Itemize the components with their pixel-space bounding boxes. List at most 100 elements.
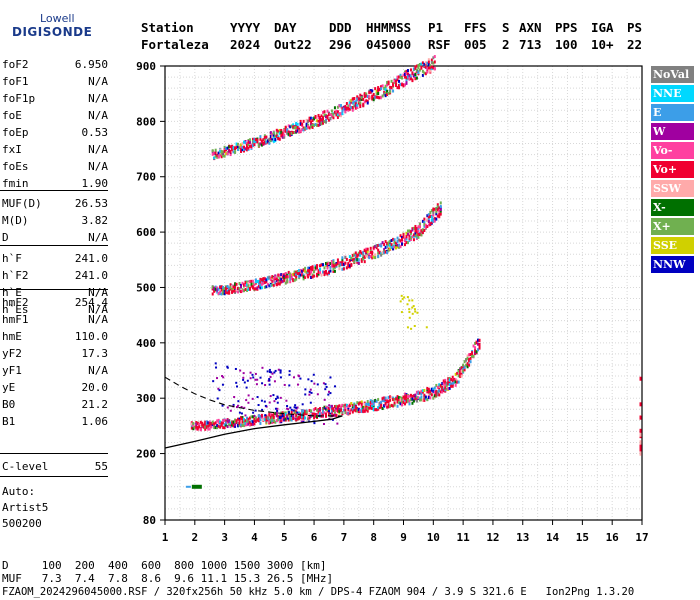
echo-point: [345, 403, 348, 407]
echo-point: [211, 152, 214, 156]
echo-point: [254, 280, 257, 284]
echo-point: [301, 269, 304, 273]
echo-point: [295, 270, 298, 274]
spread-echo-point: [261, 408, 264, 411]
echo-point: [283, 416, 286, 420]
echo-point: [268, 413, 271, 417]
param-key: M(D): [2, 214, 29, 227]
echo-point: [217, 151, 220, 155]
echo-point: [335, 413, 338, 417]
echo-point: [377, 86, 380, 90]
echo-point: [323, 113, 326, 117]
echo-point: [377, 407, 380, 411]
echo-point: [243, 424, 246, 428]
echo-point: [296, 270, 299, 274]
echo-point: [362, 410, 365, 414]
param-key: yF1: [2, 364, 22, 377]
spread-echo-point: [264, 414, 267, 417]
echo-point: [336, 261, 339, 265]
echo-point: [365, 252, 368, 256]
echo-point: [347, 407, 350, 411]
edge-echo-point: [639, 447, 642, 452]
echo-point: [311, 118, 314, 122]
echo-point: [322, 410, 325, 414]
echo-point: [438, 209, 441, 213]
echo-point: [310, 409, 313, 413]
echo-point: [363, 93, 366, 97]
echo-point: [393, 79, 396, 83]
echo-point: [339, 405, 342, 409]
echo-point: [401, 242, 404, 246]
spread-echo-point: [256, 378, 259, 381]
echo-point: [372, 408, 375, 412]
spread-echo-point: [327, 390, 330, 393]
sse-echo-point: [399, 300, 402, 303]
echo-point: [290, 273, 293, 277]
echo-point: [307, 273, 310, 277]
echo-point: [354, 251, 357, 255]
echo-point: [469, 360, 472, 364]
echo-point: [378, 87, 381, 91]
echo-point: [359, 101, 362, 105]
echo-point: [251, 420, 254, 424]
echo-point: [414, 224, 417, 228]
echo-point: [269, 420, 272, 424]
spread-echo-point: [226, 365, 229, 368]
echo-point: [302, 416, 305, 420]
legend-item-e: E: [651, 104, 694, 121]
echo-point: [380, 400, 383, 404]
echo-point: [433, 386, 436, 390]
param-value: N/A: [88, 75, 108, 88]
echo-point: [208, 427, 211, 431]
echo-point: [234, 282, 237, 286]
echo-point: [320, 114, 323, 118]
echo-point: [427, 387, 430, 391]
echo-point: [332, 269, 335, 273]
echo-point: [403, 237, 406, 241]
echo-point: [338, 113, 341, 117]
echo-point: [314, 407, 317, 411]
spread-echo-point: [247, 394, 250, 397]
echo-point: [278, 277, 281, 281]
echo-point: [278, 420, 281, 424]
echo-point: [316, 272, 319, 276]
echo-point: [451, 384, 454, 388]
echo-point: [432, 220, 435, 224]
echo-point: [392, 237, 395, 241]
param-key: fxI: [2, 143, 22, 156]
echo-point: [245, 143, 248, 147]
echo-point: [424, 61, 427, 65]
ionogram-plot: 1 2 3 4 5 6 7 8 9 10 11 12 13 14 15 16 17802003004005006…: [136, 55, 649, 544]
echo-point: [348, 101, 351, 105]
echo-point: [377, 244, 380, 248]
echo-point: [216, 152, 219, 156]
echo-point: [402, 73, 405, 77]
echo-point: [387, 248, 390, 252]
echo-point: [420, 392, 423, 396]
echo-point: [408, 399, 411, 403]
header-value-pps: 100: [555, 37, 578, 52]
echo-point: [350, 263, 353, 267]
echo-point: [234, 424, 237, 428]
echo-point: [398, 396, 401, 400]
echo-point: [417, 66, 420, 70]
echo-point: [220, 423, 223, 427]
echo-point: [408, 234, 411, 238]
echo-point: [260, 143, 263, 147]
echo-point: [338, 404, 341, 408]
echo-point: [466, 356, 469, 360]
param-separator: [0, 289, 108, 290]
echo-point: [417, 396, 420, 400]
echo-point: [193, 425, 196, 429]
echo-point: [472, 344, 475, 348]
echo-point: [272, 283, 275, 287]
echo-point: [439, 204, 442, 208]
echo-point: [336, 406, 339, 410]
echo-point: [271, 279, 274, 283]
param-key: yF2: [2, 347, 22, 360]
echo-point: [417, 232, 420, 236]
echo-point: [387, 80, 390, 84]
echo-point: [281, 131, 284, 135]
echo-point: [317, 123, 320, 127]
echo-point: [228, 289, 231, 293]
